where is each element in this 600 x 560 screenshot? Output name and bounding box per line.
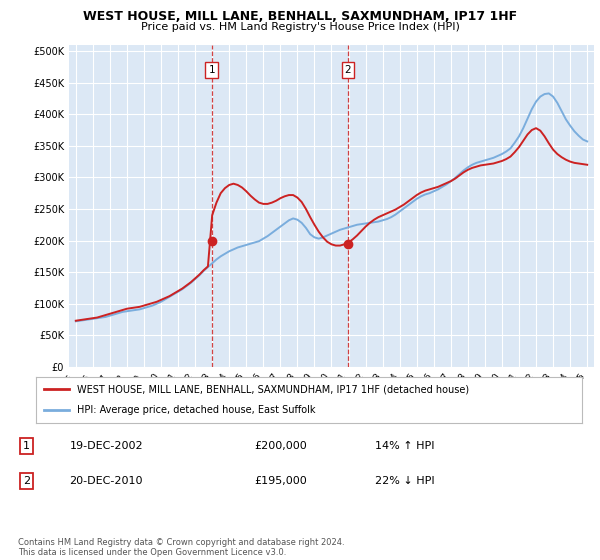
Text: 2: 2 [345, 65, 352, 75]
Text: £200,000: £200,000 [254, 441, 307, 451]
Text: Price paid vs. HM Land Registry's House Price Index (HPI): Price paid vs. HM Land Registry's House … [140, 22, 460, 32]
Text: 19-DEC-2002: 19-DEC-2002 [70, 441, 143, 451]
Text: 20-DEC-2010: 20-DEC-2010 [70, 476, 143, 486]
Text: 2: 2 [23, 476, 30, 486]
Text: 1: 1 [208, 65, 215, 75]
Text: 14% ↑ HPI: 14% ↑ HPI [375, 441, 434, 451]
Text: Contains HM Land Registry data © Crown copyright and database right 2024.
This d: Contains HM Land Registry data © Crown c… [18, 538, 344, 557]
Text: 1: 1 [23, 441, 30, 451]
Text: WEST HOUSE, MILL LANE, BENHALL, SAXMUNDHAM, IP17 1HF: WEST HOUSE, MILL LANE, BENHALL, SAXMUNDH… [83, 10, 517, 23]
Text: 22% ↓ HPI: 22% ↓ HPI [375, 476, 434, 486]
Text: WEST HOUSE, MILL LANE, BENHALL, SAXMUNDHAM, IP17 1HF (detached house): WEST HOUSE, MILL LANE, BENHALL, SAXMUNDH… [77, 384, 469, 394]
Text: HPI: Average price, detached house, East Suffolk: HPI: Average price, detached house, East… [77, 405, 316, 416]
Text: £195,000: £195,000 [254, 476, 307, 486]
